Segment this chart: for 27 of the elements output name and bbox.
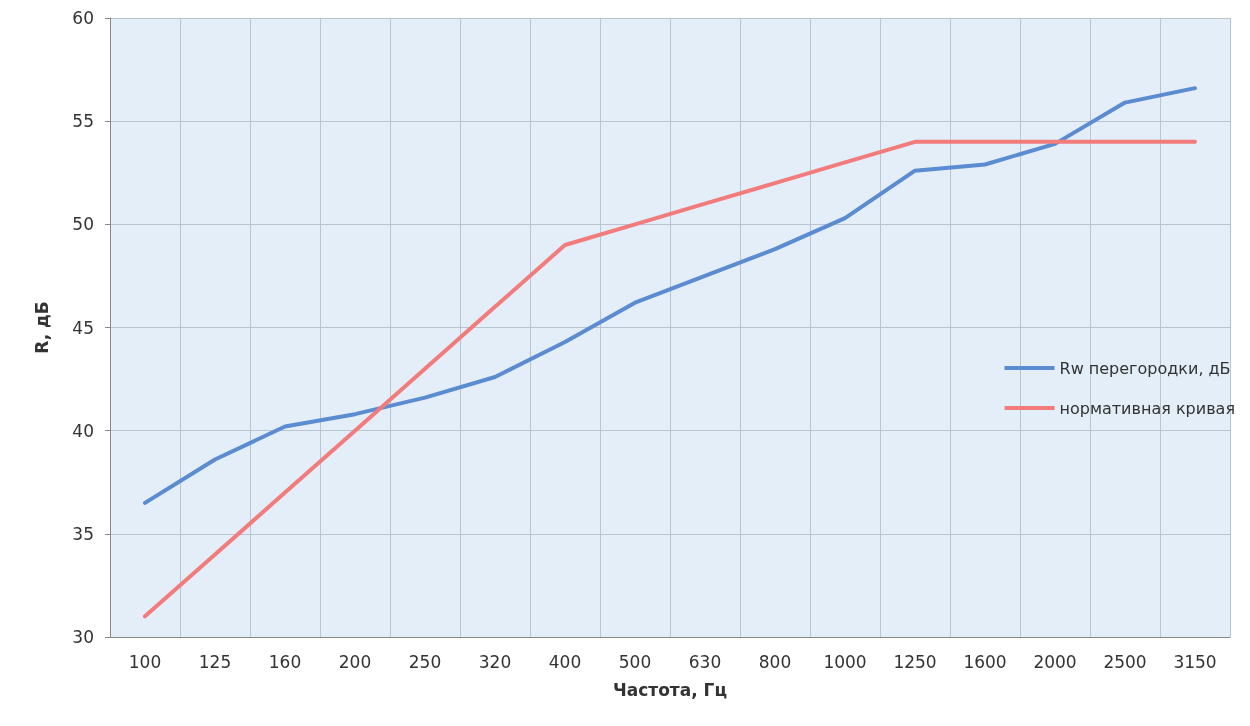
x-tick-label: 500 — [618, 651, 652, 672]
x-tick-label: 1250 — [893, 651, 937, 672]
x-tick-label: 400 — [548, 651, 582, 672]
y-tick-label: 55 — [72, 111, 94, 132]
x-tick-label: 160 — [268, 651, 302, 672]
y-tick-label: 40 — [72, 420, 94, 441]
x-axis-title: Частота, Гц — [613, 679, 727, 700]
x-tick-label: 800 — [758, 651, 792, 672]
legend-label: нормативная кривая — [1059, 398, 1235, 418]
x-tick-label: 2000 — [1033, 651, 1077, 672]
x-tick-label: 3150 — [1173, 651, 1217, 672]
y-axis-title: R, дБ — [31, 301, 52, 354]
x-tick-label: 125 — [198, 651, 232, 672]
legend-label: Rw перегородки, дБ — [1059, 358, 1231, 378]
y-tick-label: 35 — [72, 523, 94, 544]
x-tick-label: 250 — [408, 651, 442, 672]
x-tick-label: 2500 — [1103, 651, 1147, 672]
y-tick-label: 50 — [72, 214, 94, 235]
y-tick-label: 45 — [72, 317, 94, 338]
x-tick-label: 1600 — [963, 651, 1007, 672]
x-tick-label: 1000 — [823, 651, 867, 672]
y-tick-label: 30 — [72, 627, 94, 647]
x-tick-label: 630 — [688, 651, 722, 672]
x-tick-label: 100 — [128, 651, 162, 672]
x-tick-label: 200 — [338, 651, 372, 672]
y-tick-label: 60 — [72, 8, 94, 28]
x-tick-label: 320 — [478, 651, 512, 672]
